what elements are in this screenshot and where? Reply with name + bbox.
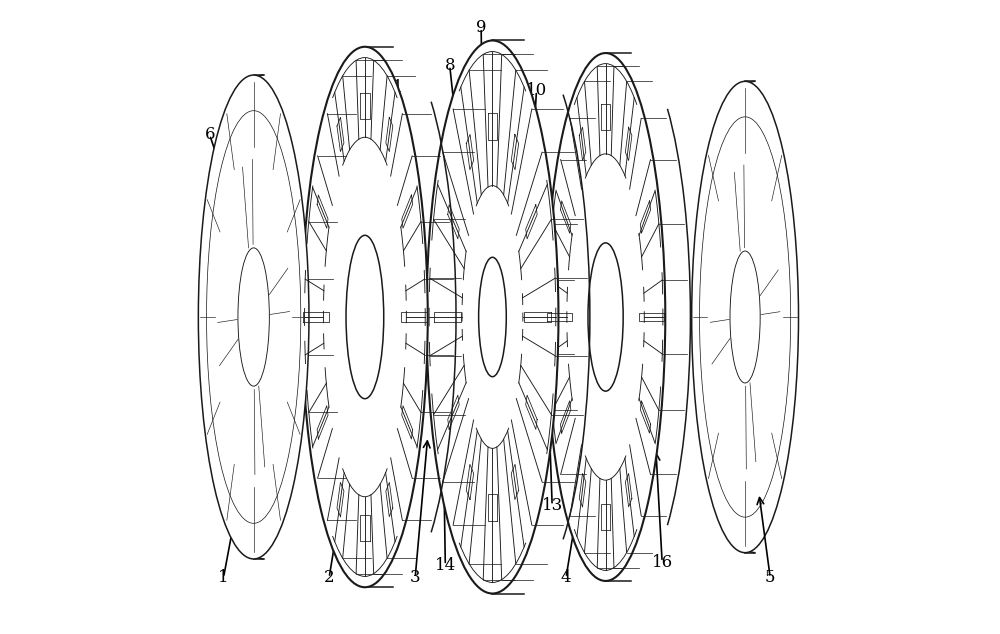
Text: 17: 17 bbox=[347, 92, 368, 108]
Ellipse shape bbox=[238, 248, 269, 386]
Text: 8: 8 bbox=[444, 57, 455, 74]
Ellipse shape bbox=[692, 81, 799, 553]
Ellipse shape bbox=[588, 243, 623, 391]
Text: 7: 7 bbox=[243, 120, 254, 137]
Text: 8: 8 bbox=[500, 63, 510, 81]
Text: 9: 9 bbox=[476, 20, 486, 36]
Ellipse shape bbox=[302, 47, 428, 587]
Ellipse shape bbox=[198, 75, 309, 559]
Ellipse shape bbox=[546, 53, 665, 581]
Text: 16: 16 bbox=[652, 553, 673, 571]
Text: 6: 6 bbox=[204, 126, 215, 143]
Ellipse shape bbox=[700, 117, 791, 517]
Ellipse shape bbox=[213, 138, 294, 496]
Text: 5: 5 bbox=[765, 569, 775, 586]
Ellipse shape bbox=[426, 41, 558, 593]
Ellipse shape bbox=[581, 213, 630, 421]
Ellipse shape bbox=[207, 111, 301, 523]
Ellipse shape bbox=[706, 144, 785, 490]
Text: 13: 13 bbox=[542, 497, 563, 514]
Ellipse shape bbox=[479, 257, 506, 377]
Text: 10: 10 bbox=[526, 82, 547, 100]
Text: 17: 17 bbox=[344, 283, 365, 301]
Text: 11: 11 bbox=[383, 79, 404, 96]
Ellipse shape bbox=[730, 251, 760, 383]
Text: 2: 2 bbox=[324, 569, 334, 586]
Ellipse shape bbox=[473, 233, 512, 401]
Text: 3: 3 bbox=[410, 569, 420, 586]
Text: 14: 14 bbox=[435, 557, 456, 574]
Ellipse shape bbox=[338, 203, 391, 431]
Text: 4: 4 bbox=[561, 569, 571, 586]
Text: 1: 1 bbox=[218, 569, 229, 586]
Text: 15: 15 bbox=[488, 550, 509, 567]
Text: 12: 12 bbox=[469, 507, 491, 524]
Ellipse shape bbox=[346, 235, 384, 399]
